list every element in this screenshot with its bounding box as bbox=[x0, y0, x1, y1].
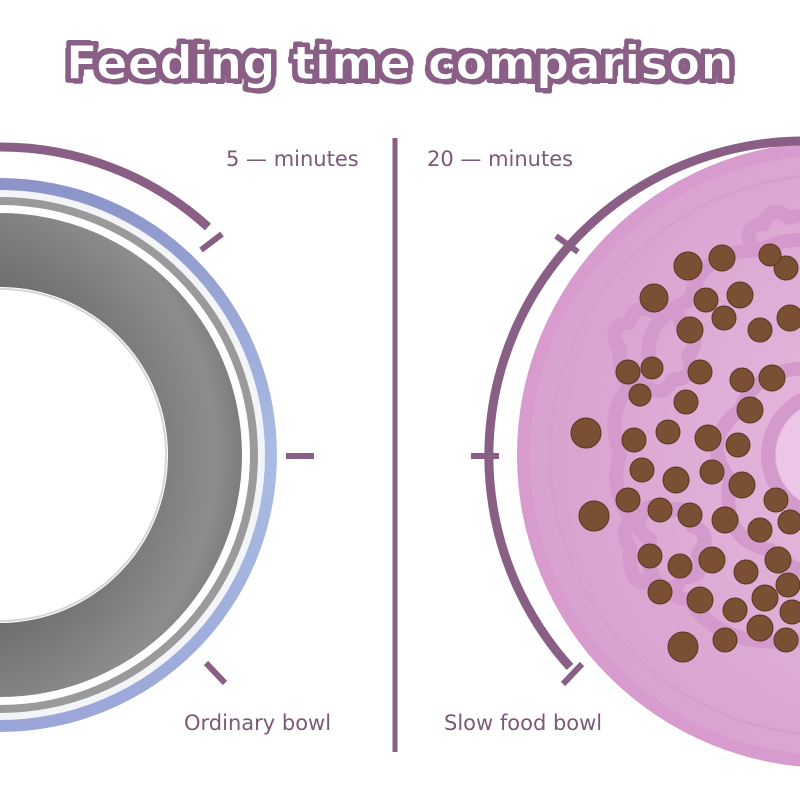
slow-bowl-time-label: 20 — minutes bbox=[427, 147, 574, 171]
left-timer-gauge bbox=[0, 142, 314, 686]
slow-bowl-label: Slow food bowl bbox=[444, 711, 603, 735]
slow-feeder-bowl-illustration bbox=[517, 143, 800, 767]
ordinary-bowl-label: Ordinary bowl bbox=[184, 711, 332, 735]
ordinary-bowl-illustration bbox=[0, 178, 277, 732]
page-title: Feeding time comparison bbox=[66, 36, 734, 91]
ordinary-bowl-time-label: 5 — minutes bbox=[226, 147, 359, 171]
right-timer-gauge bbox=[471, 136, 800, 687]
